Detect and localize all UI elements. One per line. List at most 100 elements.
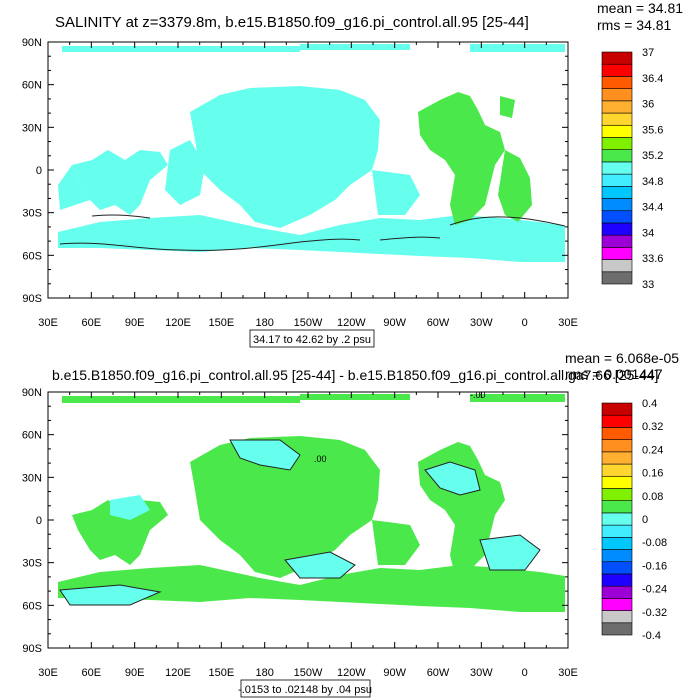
y-tick-label: 30N	[22, 122, 42, 134]
colorbar-label: -0.32	[642, 607, 667, 619]
panel-1-x-axis: 30E 60E 90E 120E 150E 180 150W 120W 90W 60W 30W 0 30…	[38, 42, 578, 329]
colorbar-label: 37	[642, 47, 654, 59]
panel-2-title: b.e15.B1850.f09_g16.pi_control.all.95 [2…	[52, 367, 658, 383]
x-tick-label: 0	[522, 317, 528, 329]
panel-2-range-box	[240, 679, 371, 698]
colorbar-label: 35.6	[642, 124, 663, 136]
x-tick-label: 150E	[208, 317, 234, 329]
x-tick-label: 120E	[165, 667, 191, 679]
y-tick-label: 60N	[22, 80, 42, 92]
colorbar-label: -0.24	[642, 584, 667, 596]
colorbar-cell	[601, 112, 633, 126]
colorbar-label: 33	[642, 279, 654, 291]
x-tick-label: 30E	[38, 317, 58, 329]
colorbar-label: -0.16	[642, 560, 667, 572]
colorbar-label: 34.8	[642, 176, 663, 188]
colorbar-cell	[601, 247, 633, 260]
x-tick-label: 90W	[383, 667, 406, 679]
colorbar-label: 0.4	[642, 398, 657, 410]
panel-2-contour-label: .00	[314, 454, 327, 464]
x-tick-label: 60E	[82, 667, 102, 679]
colorbar-cell	[601, 598, 633, 611]
y-tick-label: 30S	[22, 208, 42, 220]
colorbar-cell	[601, 210, 633, 224]
colorbar-cell	[601, 51, 633, 65]
x-tick-label: 30W	[470, 317, 493, 329]
panel-2-range-note: -.0153 to .02148 by .04 psu	[238, 684, 372, 696]
colorbar-cell	[601, 549, 633, 563]
y-tick-label: 60S	[22, 250, 42, 262]
colorbar-cell	[601, 537, 633, 550]
colorbar-cell	[601, 88, 633, 102]
colorbar-cell	[601, 222, 633, 236]
x-tick-label: 30E	[558, 317, 578, 329]
panel-1-rms: rms = 34.81	[597, 17, 672, 33]
y-tick-label: 60S	[22, 600, 42, 612]
colorbar-cell	[601, 186, 633, 199]
colorbar-cell	[601, 439, 633, 453]
x-tick-label: 180	[255, 317, 273, 329]
y-tick-label: 0	[36, 165, 42, 177]
panel-2-mean: mean = 6.068e-05	[565, 350, 679, 366]
y-tick-label: 60N	[22, 430, 42, 442]
y-tick-label: 90N	[22, 387, 42, 399]
colorbar-cell	[601, 173, 633, 187]
y-tick-label: 30N	[22, 472, 42, 484]
x-tick-label: 180	[255, 667, 273, 679]
colorbar-cell	[601, 524, 633, 538]
y-tick-label: 90S	[22, 643, 42, 655]
panel-2-y-axis: 90N 60N 30N 0 30S 60S 90S	[22, 387, 568, 655]
y-tick-label: 30S	[22, 558, 42, 570]
colorbar-cell	[601, 402, 633, 416]
colorbar-cell	[601, 427, 633, 440]
panel-2-rms: rms = 0.001447	[565, 366, 663, 382]
colorbar-label: 36.4	[642, 73, 663, 85]
x-tick-label: 60W	[427, 667, 450, 679]
x-tick-label: 30E	[38, 667, 58, 679]
colorbar-label: 0.24	[642, 444, 663, 456]
colorbar-label: 36	[642, 99, 654, 111]
colorbar-cell	[601, 585, 633, 599]
panel-2: b.e15.B1850.f09_g16.pi_control.all.95 [2…	[22, 350, 679, 698]
x-tick-label: 30E	[558, 667, 578, 679]
colorbar-cell	[601, 610, 633, 624]
x-tick-label: 90E	[125, 317, 145, 329]
panel-1-range-box	[249, 329, 375, 348]
x-tick-label: 120E	[165, 317, 191, 329]
y-tick-label: 90N	[22, 37, 42, 49]
colorbar-label: 0	[642, 514, 648, 526]
colorbar-cell	[601, 573, 633, 587]
colorbar-cell	[601, 475, 633, 489]
y-tick-label: 0	[36, 515, 42, 527]
colorbar-cell	[601, 137, 633, 150]
x-tick-label: 150E	[208, 667, 234, 679]
x-tick-label: 60W	[427, 317, 450, 329]
colorbar-cell	[601, 76, 633, 89]
colorbar-cell	[601, 622, 633, 636]
x-tick-label: 150W	[294, 667, 323, 679]
colorbar-cell	[601, 100, 633, 114]
x-tick-label: 150W	[294, 317, 323, 329]
colorbar-label: -0.08	[642, 537, 667, 549]
x-tick-label: 60E	[82, 317, 102, 329]
panel-1-contours	[59, 214, 566, 251]
colorbar-cell	[601, 149, 633, 163]
colorbar-label: 34.4	[642, 202, 663, 214]
panel-1-y-axis: 90N 60N 30N 0 30S 60S 90S	[22, 37, 568, 305]
colorbar-label: 0.16	[642, 468, 663, 480]
colorbar-cell	[601, 561, 633, 575]
y-tick-label: 90S	[22, 293, 42, 305]
panel-2-colorbar: -0.4 -0.32 -0.24 -0.16 -0.08 0 0.08 0.16 0.24 0.3…	[601, 398, 667, 642]
panel-1: SALINITY at z=3379.8m, b.e15.B1850.f09_g…	[22, 0, 683, 348]
colorbar-cell	[601, 234, 633, 248]
panel-2-x-axis: 30E 60E 90E 120E 150E 180 150W 120W 90W 60W 30W 0 30…	[38, 392, 578, 679]
panel-2-secondary-field	[60, 440, 540, 605]
colorbar-label: 34	[642, 227, 654, 239]
colorbar-cell	[601, 500, 633, 514]
panel-1-atlantic-field	[418, 92, 532, 225]
x-tick-label: 30W	[470, 667, 493, 679]
colorbar-cell	[601, 414, 633, 428]
panel-2-contours	[59, 439, 541, 606]
colorbar-cell	[601, 198, 633, 212]
